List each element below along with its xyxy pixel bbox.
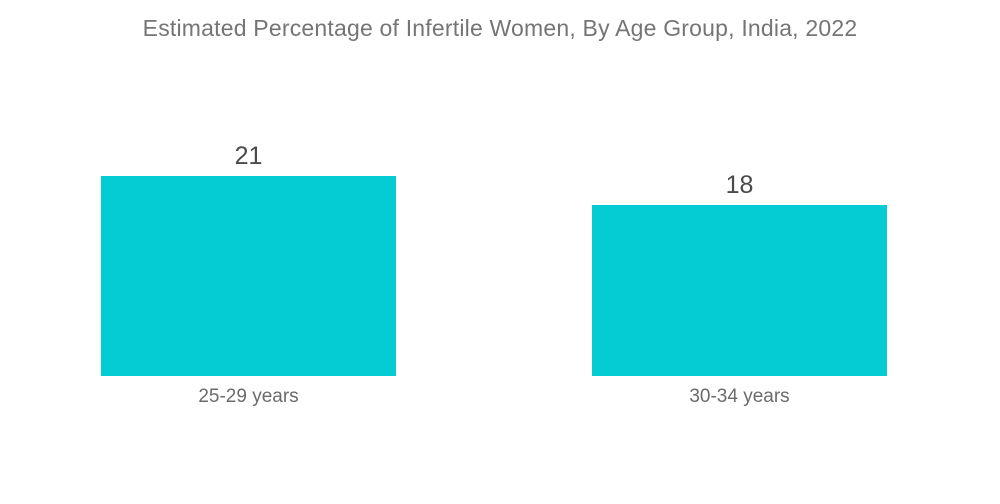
- bar-value-label: 21: [234, 142, 263, 170]
- category-label-25-29-years: 25-29 years: [198, 386, 299, 407]
- category-label-30-34-years: 30-34 years: [689, 386, 790, 407]
- bar-25-29-years: [101, 176, 396, 376]
- bar-group-25-29-years: 21 25-29 years: [101, 142, 396, 406]
- bar-value-label: 18: [725, 170, 754, 199]
- bar-group-30-34-years: 18 30-34 years: [592, 170, 887, 406]
- bar-30-34-years: [592, 204, 887, 376]
- chart-title: Estimated Percentage of Infertile Women,…: [142, 15, 858, 41]
